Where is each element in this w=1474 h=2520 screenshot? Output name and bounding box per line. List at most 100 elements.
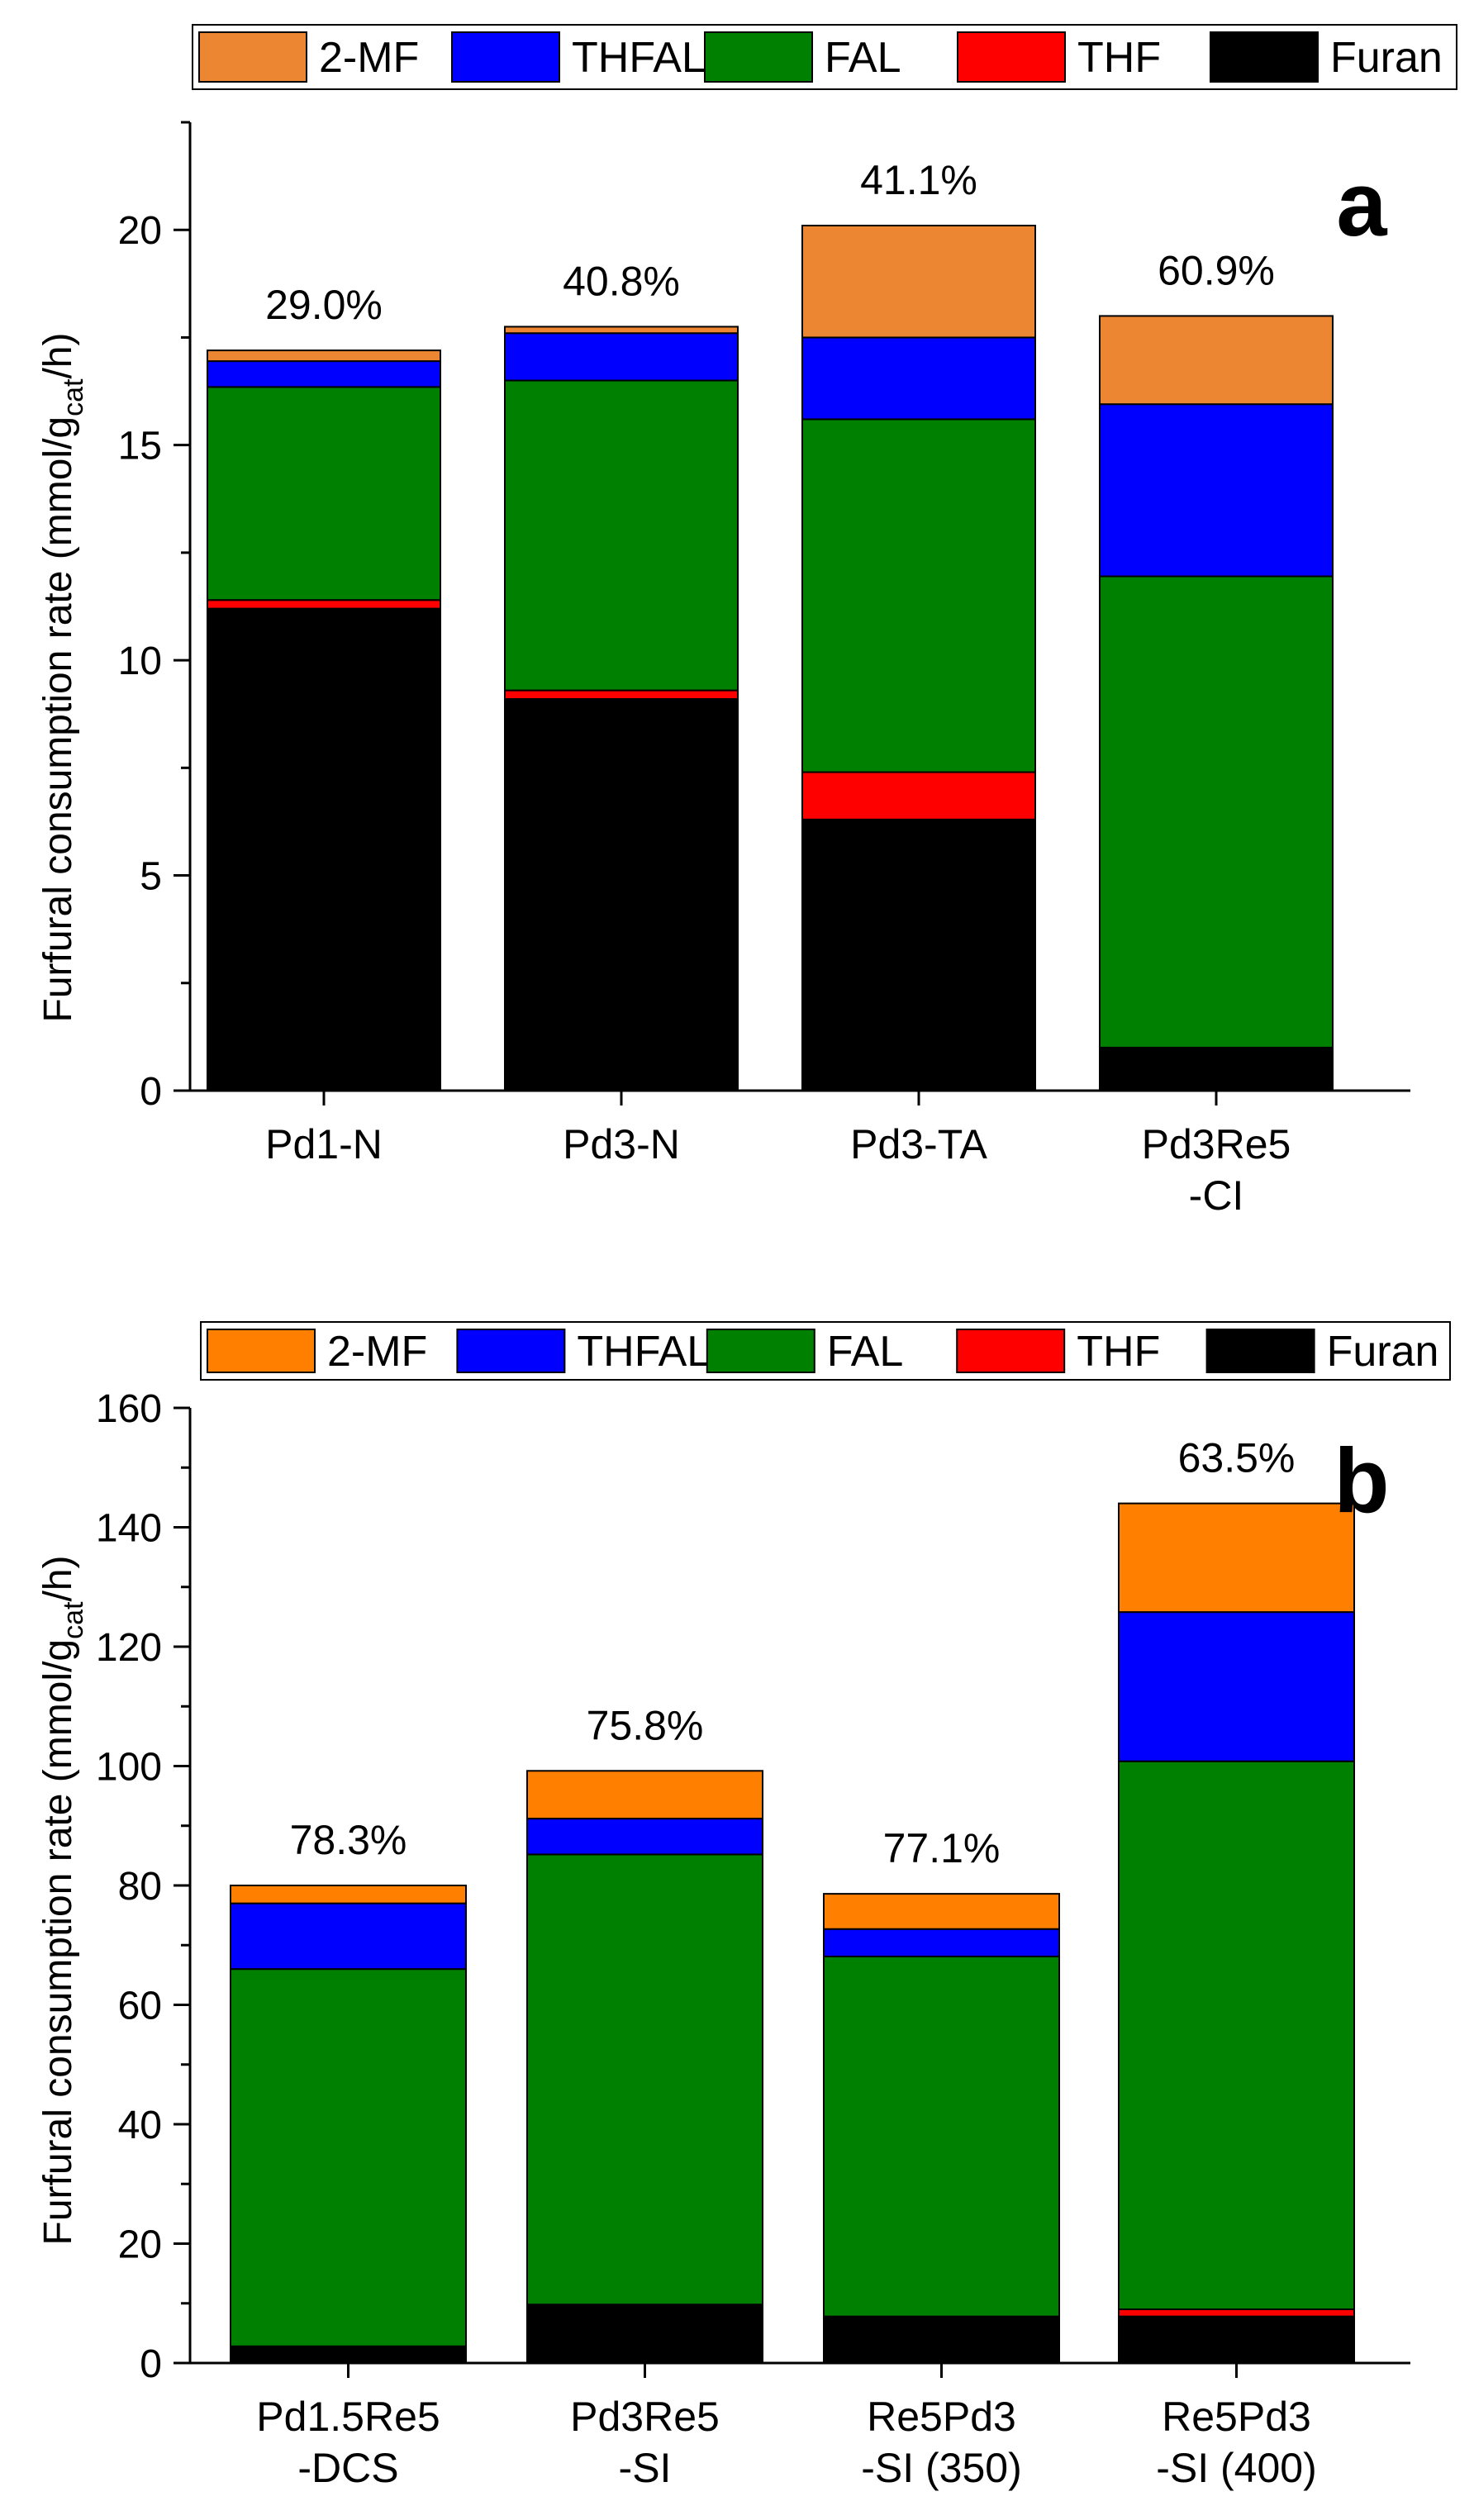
x-tick-label: -SI [619, 2445, 672, 2491]
x-tick-label: -CI [1189, 1172, 1244, 1219]
bar-group: 77.1% [823, 1825, 1060, 2365]
y-axis-title-end: /h) [36, 1556, 80, 1602]
y-axis-title: Furfural consumption rate (mmol/gcat/h) [36, 333, 89, 1023]
bar-segment-2-mf [526, 1770, 763, 1820]
y-tick-label: 60 [118, 1985, 162, 2028]
bar-segment-thfal [207, 360, 441, 388]
bar-segment-fal [823, 1955, 1060, 2318]
bar-group: 60.9% [1099, 247, 1334, 1092]
bar-segment-fal [1099, 575, 1334, 1048]
x-tick-label: Re5Pd3 [1162, 2394, 1311, 2440]
bar-group: 29.0% [207, 282, 441, 1091]
percent-annotation: 77.1% [883, 1825, 1001, 1871]
percent-annotation: 29.0% [265, 282, 383, 328]
x-tick-label: Pd3-TA [850, 1121, 987, 1167]
percent-annotation: 78.3% [290, 1817, 407, 1863]
legend-swatch-thf [957, 31, 1066, 83]
legend-swatch-thfal [456, 1329, 566, 1373]
bar-segment-thfal [1099, 403, 1334, 578]
bar-segment-thf [207, 599, 441, 610]
bar-segment-fal [526, 1853, 763, 2306]
bar-group: 41.1% [801, 157, 1036, 1092]
legend-label-thfal: THFAL [577, 1328, 711, 1376]
bar-segment-fal [504, 379, 739, 692]
legend-label-fal: FAL [827, 1328, 904, 1376]
bar-segment-thf [1118, 2308, 1355, 2318]
legend-swatch-furan [1210, 31, 1319, 83]
legend-swatch-furan [1205, 1329, 1315, 1373]
y-tick-label: 80 [118, 1865, 162, 1909]
bar-segment-fal [1118, 1760, 1355, 2310]
bar-segment-thfal [823, 1928, 1060, 1957]
legend-swatch-2-mf [207, 1329, 316, 1373]
bar-segment-2-mf [1099, 315, 1334, 406]
bar-segment-thfal [230, 1902, 467, 1971]
bar-segment-furan [230, 2345, 467, 2365]
bar-segment-thfal [504, 332, 739, 382]
percent-annotation: 60.9% [1158, 247, 1275, 293]
percent-annotation: 75.8% [587, 1702, 704, 1748]
bar-segment-thfal [1118, 1611, 1355, 1762]
x-tick-label: Pd1.5Re5 [256, 2394, 440, 2440]
legend-label-2-mf: 2-MF [319, 34, 419, 82]
legend-label-furan: Furan [1327, 1328, 1439, 1376]
y-tick-label: 160 [96, 1387, 162, 1431]
bar-segment-fal [230, 1968, 467, 2347]
x-tick-label: Re5Pd3 [867, 2394, 1016, 2440]
y-axis-title-main: Furfural consumption rate (mmol/g [36, 1639, 80, 2246]
legend: 2-MF THFAL FAL THF Furan [200, 1321, 1451, 1381]
y-tick-label: 5 [140, 855, 162, 899]
bar-group: 40.8% [504, 258, 739, 1091]
bar-segment-thf [801, 771, 1036, 820]
bar-segment-furan [801, 818, 1036, 1092]
x-tick-label: Pd1-N [265, 1121, 383, 1167]
bar-segment-2-mf [230, 1885, 467, 1904]
bar-segment-thfal [801, 336, 1036, 421]
legend-label-thf: THF [1077, 34, 1161, 82]
y-tick-label: 140 [96, 1507, 162, 1551]
percent-annotation: 41.1% [860, 157, 977, 203]
y-axis-title-subscript: cat [58, 378, 89, 416]
bar-segment-2-mf [1118, 1502, 1355, 1614]
y-axis-title-end: /h) [36, 333, 80, 379]
bar-segment-furan [1118, 2315, 1355, 2365]
y-tick-label: 0 [140, 1070, 162, 1114]
y-tick-label: 15 [118, 425, 162, 468]
percent-annotation: 40.8% [563, 258, 680, 304]
bar-group: 75.8% [526, 1702, 763, 2365]
bar-segment-thfal [526, 1818, 763, 1856]
legend-label-thfal: THFAL [572, 34, 706, 82]
legend-label-furan: Furan [1330, 34, 1443, 82]
y-tick-label: 40 [118, 2104, 162, 2147]
bar-segment-2-mf [207, 349, 441, 363]
x-tick-label: -DCS [297, 2445, 398, 2491]
y-axis-title-main: Furfural consumption rate (mmol/g [36, 416, 80, 1023]
bar-group: 78.3% [230, 1817, 467, 2365]
bar-segment-furan [504, 697, 739, 1091]
legend-swatch-fal [706, 1329, 815, 1373]
x-tick-label: Pd3Re5 [570, 2394, 720, 2440]
bar-segment-furan [823, 2315, 1060, 2365]
bar-segment-furan [207, 607, 441, 1091]
x-tick-label: -SI (400) [1156, 2445, 1317, 2491]
y-tick-label: 0 [140, 2342, 162, 2386]
legend-label-thf: THF [1077, 1328, 1160, 1376]
x-tick-label: -SI (350) [861, 2445, 1022, 2491]
percent-annotation: 63.5% [1178, 1435, 1296, 1481]
bar-segment-2-mf [801, 225, 1036, 339]
legend-swatch-fal [704, 31, 813, 83]
bar-segment-thf [504, 689, 739, 700]
bar-segment-fal [207, 386, 441, 601]
y-tick-label: 10 [118, 640, 162, 683]
y-tick-label: 20 [118, 2223, 162, 2267]
legend-label-2-mf: 2-MF [327, 1328, 427, 1376]
y-tick-label: 120 [96, 1626, 162, 1670]
legend-swatch-2-mf [198, 31, 307, 83]
y-axis-title: Furfural consumption rate (mmol/gcat/h) [36, 1556, 89, 2246]
bar-segment-fal [801, 418, 1036, 773]
legend-swatch-thf [956, 1329, 1066, 1373]
bar-group: 63.5% [1118, 1435, 1355, 2365]
legend-swatch-thfal [451, 31, 560, 83]
y-axis-title-subscript: cat [58, 1601, 89, 1639]
panel-letter: b [1334, 1430, 1389, 1532]
